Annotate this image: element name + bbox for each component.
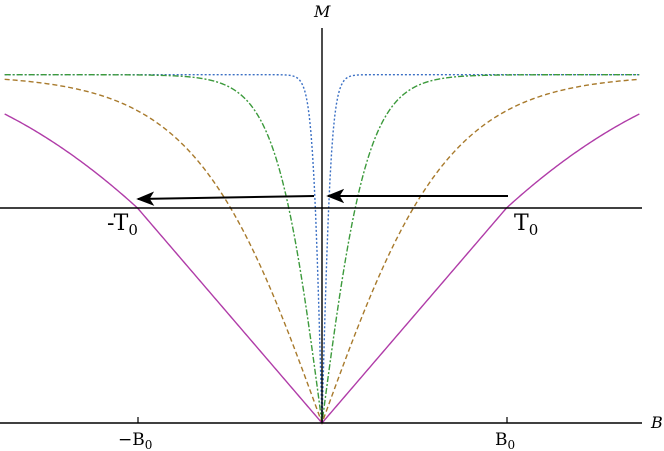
- y-axis-label: M: [313, 2, 331, 21]
- tick-label-plus-b0: B0: [495, 430, 515, 451]
- tick-label-minus-b0: −B0: [118, 430, 152, 451]
- annotation-minus-t0: -T0: [107, 211, 138, 239]
- series-curve-2: [4, 73, 640, 424]
- arrow-left: [136, 191, 315, 206]
- annotation-plus-t0: T0: [514, 211, 538, 239]
- x-axis-label: B: [650, 413, 663, 432]
